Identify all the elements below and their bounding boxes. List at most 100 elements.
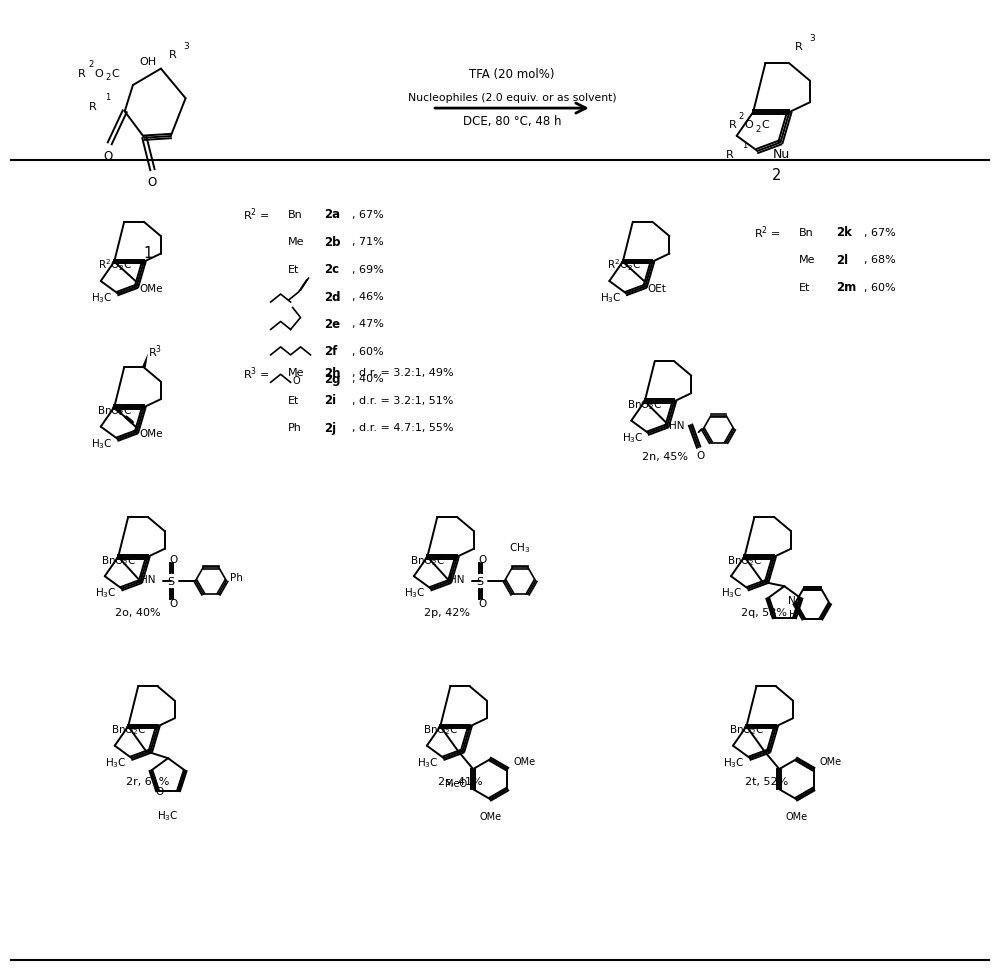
Text: O: O xyxy=(745,120,753,130)
Text: BnO$_2$C: BnO$_2$C xyxy=(627,397,663,412)
Text: , 46%: , 46% xyxy=(352,292,384,301)
Text: , 68%: , 68% xyxy=(864,255,896,265)
Text: O: O xyxy=(169,598,177,608)
Text: Ph: Ph xyxy=(230,572,243,582)
Text: HN: HN xyxy=(449,575,465,584)
Text: O: O xyxy=(169,554,177,564)
Text: , 40%: , 40% xyxy=(352,374,384,384)
Text: 2f: 2f xyxy=(324,345,338,358)
Text: MeO: MeO xyxy=(445,778,467,789)
Text: Nucleophiles (2.0 equiv. or as solvent): Nucleophiles (2.0 equiv. or as solvent) xyxy=(408,93,616,103)
Text: , d.r. = 3.2:1, 51%: , d.r. = 3.2:1, 51% xyxy=(352,395,454,405)
Text: , 69%: , 69% xyxy=(352,265,384,274)
Text: 2g: 2g xyxy=(324,372,341,386)
Text: 2: 2 xyxy=(739,112,744,121)
Text: 2: 2 xyxy=(88,60,93,69)
Text: O: O xyxy=(103,149,112,163)
Text: , 60%: , 60% xyxy=(864,282,896,293)
Text: R: R xyxy=(795,43,803,52)
Text: H$_3$C: H$_3$C xyxy=(91,437,113,451)
Text: , d.r. = 4.7:1, 55%: , d.r. = 4.7:1, 55% xyxy=(352,422,454,433)
Text: 1: 1 xyxy=(143,246,153,261)
Text: , 67%: , 67% xyxy=(352,209,384,220)
Text: BnO$_2$C: BnO$_2$C xyxy=(410,553,446,567)
Text: BnO$_2$C: BnO$_2$C xyxy=(101,553,137,567)
Text: H$_3$C: H$_3$C xyxy=(404,586,426,600)
Text: H$_3$C: H$_3$C xyxy=(600,292,621,305)
Text: H: H xyxy=(789,610,796,619)
Text: Bn: Bn xyxy=(288,209,302,220)
Text: 2k: 2k xyxy=(836,226,852,239)
Text: Ph: Ph xyxy=(288,422,301,433)
Text: , 71%: , 71% xyxy=(352,237,384,247)
Text: Nu: Nu xyxy=(772,148,790,161)
Text: 2q, 58%: 2q, 58% xyxy=(741,608,787,617)
Text: O: O xyxy=(155,786,164,796)
Text: O: O xyxy=(696,451,705,460)
Text: Et: Et xyxy=(288,395,299,405)
Text: O: O xyxy=(94,69,103,79)
Text: R$^2$O$_2$C: R$^2$O$_2$C xyxy=(98,258,133,273)
Text: 1: 1 xyxy=(742,141,748,150)
Text: HN: HN xyxy=(140,575,156,584)
Text: R: R xyxy=(169,49,177,59)
Text: OMe: OMe xyxy=(139,428,163,439)
Text: C: C xyxy=(111,69,119,79)
Text: 2h: 2h xyxy=(324,366,341,380)
Text: R: R xyxy=(78,69,86,79)
Text: 2b: 2b xyxy=(324,235,341,248)
Text: 2m: 2m xyxy=(836,281,856,294)
Text: O: O xyxy=(293,376,300,386)
Text: OH: OH xyxy=(139,57,156,67)
Text: 2n, 45%: 2n, 45% xyxy=(642,452,688,462)
Text: R: R xyxy=(729,120,736,130)
Text: BnO$_2$C: BnO$_2$C xyxy=(423,723,459,736)
Text: 2c: 2c xyxy=(324,263,340,276)
Text: 2p, 42%: 2p, 42% xyxy=(424,608,470,617)
Text: H$_3$C: H$_3$C xyxy=(91,292,113,305)
Text: OMe: OMe xyxy=(139,283,163,294)
Text: 3: 3 xyxy=(183,42,189,50)
Text: 2j: 2j xyxy=(324,422,337,434)
Text: OEt: OEt xyxy=(648,283,667,294)
Text: DCE, 80 °C, 48 h: DCE, 80 °C, 48 h xyxy=(463,114,561,127)
Text: HN: HN xyxy=(669,421,684,431)
Text: 2r, 61%: 2r, 61% xyxy=(126,777,170,787)
Text: Me: Me xyxy=(799,255,816,265)
Text: OMe: OMe xyxy=(820,757,842,766)
Text: Me: Me xyxy=(288,237,304,247)
Text: OMe: OMe xyxy=(479,811,501,821)
Text: R$^3$ =: R$^3$ = xyxy=(243,364,271,381)
Text: 2l: 2l xyxy=(836,253,848,266)
Text: 2t, 52%: 2t, 52% xyxy=(745,777,788,787)
Polygon shape xyxy=(142,354,148,368)
Text: H$_3$C: H$_3$C xyxy=(95,586,117,600)
Text: BnO$_2$C: BnO$_2$C xyxy=(97,404,133,418)
Text: Me: Me xyxy=(288,368,304,378)
Text: H$_3$C: H$_3$C xyxy=(721,586,743,600)
Text: BnO$_2$C: BnO$_2$C xyxy=(729,723,765,736)
Text: Bn: Bn xyxy=(799,228,814,237)
Text: OMe: OMe xyxy=(513,757,536,766)
Text: R$^2$O$_2$C: R$^2$O$_2$C xyxy=(607,258,641,273)
Text: S: S xyxy=(168,577,175,586)
Text: H$_3$C: H$_3$C xyxy=(417,756,439,769)
Text: , 67%: , 67% xyxy=(864,228,896,237)
Text: 2: 2 xyxy=(756,125,761,134)
Text: O: O xyxy=(148,176,157,189)
Text: Et: Et xyxy=(288,265,299,274)
Text: C: C xyxy=(762,120,769,130)
Text: OMe: OMe xyxy=(785,811,807,821)
Text: S: S xyxy=(477,577,484,586)
Text: R$^3$: R$^3$ xyxy=(148,343,162,359)
Text: N: N xyxy=(788,596,796,606)
Text: 2d: 2d xyxy=(324,291,341,303)
Text: H$_3$C: H$_3$C xyxy=(622,430,643,445)
Text: TFA (20 mol%): TFA (20 mol%) xyxy=(469,68,555,80)
Text: 3: 3 xyxy=(809,34,815,44)
Text: 2: 2 xyxy=(105,73,110,81)
Text: 2o, 40%: 2o, 40% xyxy=(115,608,161,617)
Text: 2a: 2a xyxy=(324,208,341,221)
Text: H$_3$C: H$_3$C xyxy=(723,756,745,769)
Text: O: O xyxy=(478,598,486,608)
